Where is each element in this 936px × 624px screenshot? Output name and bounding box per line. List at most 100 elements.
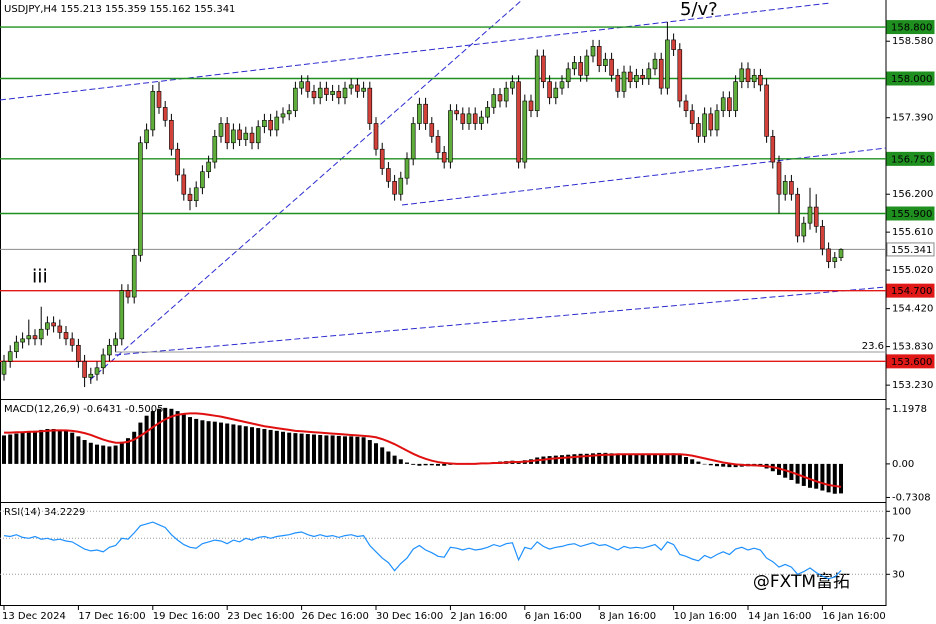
x-tick-label: 17 Dec 16:00 xyxy=(78,611,145,622)
y-tick-label: 1.1978 xyxy=(892,404,927,415)
y-tick-label: 158.580 xyxy=(892,36,933,47)
candle-body xyxy=(330,91,335,95)
candle-body xyxy=(231,129,236,144)
candle-body xyxy=(131,254,137,298)
candle-body xyxy=(832,257,838,263)
candle-body xyxy=(392,181,397,195)
x-tick-label: 16 Jan 16:00 xyxy=(822,611,885,622)
candle-body xyxy=(404,158,410,179)
candle-body xyxy=(609,58,614,76)
x-tick-label: 6 Jan 16:00 xyxy=(525,611,582,622)
histogram-bar xyxy=(677,454,682,464)
y-tick-label: 100 xyxy=(892,506,911,517)
histogram-bar xyxy=(814,463,819,489)
candle-body xyxy=(305,81,311,92)
histogram-bar xyxy=(398,459,403,464)
histogram-bar xyxy=(808,463,812,488)
histogram-bar xyxy=(820,463,825,491)
candle-body xyxy=(596,46,602,66)
histogram-bar xyxy=(138,422,143,464)
histogram-bar xyxy=(200,420,205,464)
histogram-bar xyxy=(615,453,620,464)
histogram-bar xyxy=(566,454,571,464)
candle-body xyxy=(76,344,81,362)
histogram-bar xyxy=(8,434,13,464)
level-label: 158.000 xyxy=(891,74,932,85)
x-tick-label: 13 Dec 2024 xyxy=(2,611,66,622)
candle-body xyxy=(739,68,745,83)
candle-body xyxy=(745,68,751,83)
candle-body xyxy=(1,361,7,375)
candle-body xyxy=(193,187,199,201)
histogram-bar xyxy=(281,431,285,464)
candle-body xyxy=(541,55,546,83)
candle-body xyxy=(534,55,540,111)
histogram-bar xyxy=(274,430,279,464)
y-tick-label: 0.00 xyxy=(892,459,914,470)
trend-line xyxy=(89,0,523,381)
candle-body xyxy=(795,193,800,237)
level-label-box xyxy=(886,71,935,86)
histogram-bar xyxy=(2,435,6,464)
candle-body xyxy=(355,84,360,92)
histogram-bar xyxy=(609,453,614,464)
fibonacci-label: 23.6 xyxy=(862,341,884,352)
x-tick-label: 2 Jan 16:00 xyxy=(450,611,507,622)
candle-body xyxy=(268,119,273,131)
candle-body xyxy=(559,81,565,89)
histogram-bar xyxy=(188,417,192,464)
histogram-bar xyxy=(578,453,583,464)
histogram-bar xyxy=(132,431,137,464)
histogram-bar xyxy=(250,427,254,464)
histogram-bar xyxy=(305,434,310,464)
histogram-bar xyxy=(560,455,564,464)
candle-body xyxy=(758,74,763,86)
candle-body xyxy=(162,107,168,121)
histogram-bar xyxy=(591,453,595,464)
candle-body xyxy=(218,123,224,137)
histogram-bar xyxy=(268,429,273,464)
candle-body xyxy=(94,367,100,375)
candle-body xyxy=(367,87,373,124)
histogram-bar xyxy=(628,454,633,464)
histogram-bar xyxy=(343,436,347,464)
histogram-bar xyxy=(411,463,416,465)
candle-body xyxy=(187,193,193,201)
candle-body xyxy=(274,116,280,131)
histogram-bar xyxy=(256,428,261,464)
histogram-bar xyxy=(690,459,695,464)
candle-body xyxy=(714,110,720,131)
candle-body xyxy=(169,119,174,150)
candle-body xyxy=(646,68,652,79)
histogram-bar xyxy=(219,422,223,464)
histogram-bar xyxy=(417,463,422,466)
candle-body xyxy=(584,55,590,76)
y-tick-label: 154.420 xyxy=(892,304,933,315)
histogram-bar xyxy=(101,445,106,464)
candle-body xyxy=(293,87,298,111)
histogram-bar xyxy=(14,433,19,464)
candle-body xyxy=(262,119,267,128)
candle-body xyxy=(82,361,87,378)
histogram-bar xyxy=(597,452,602,464)
histogram-bar xyxy=(361,437,366,464)
level-label: 153.600 xyxy=(891,357,932,368)
candle-body xyxy=(479,116,484,124)
candle-body xyxy=(88,373,94,378)
histogram-bar xyxy=(70,432,75,464)
candle-body xyxy=(249,132,255,144)
candle-body xyxy=(255,126,261,144)
histogram-bar xyxy=(622,453,626,464)
level-label-box xyxy=(886,206,935,221)
candle-body xyxy=(57,325,63,333)
histogram-bar xyxy=(330,435,335,464)
candle-body xyxy=(603,58,608,66)
level-label-box xyxy=(886,242,935,257)
candle-body xyxy=(553,87,559,99)
histogram-bar xyxy=(212,421,217,464)
x-tick-label: 30 Dec 16:00 xyxy=(376,611,443,622)
candle-body xyxy=(63,332,69,340)
histogram-bar xyxy=(727,463,732,468)
histogram-bar xyxy=(684,457,688,464)
